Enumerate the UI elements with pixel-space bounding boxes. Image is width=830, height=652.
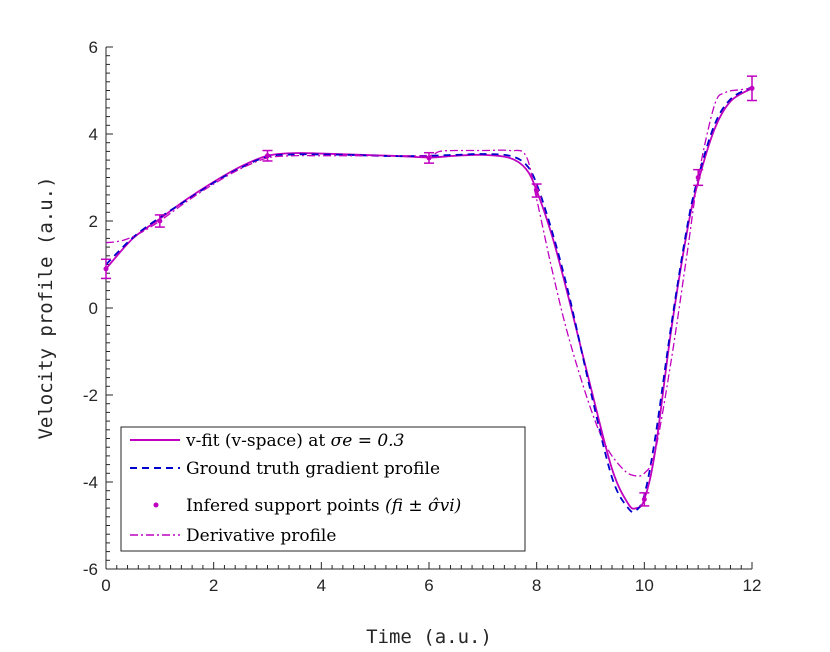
- legend-entry-ground-truth: Ground truth gradient profile: [130, 459, 440, 479]
- legend-label-support-points: Infered support points (fi ± σ̂vi): [186, 496, 461, 516]
- support-point-marker: [695, 175, 701, 180]
- support-point: [693, 168, 704, 187]
- y-tick-label: 2: [89, 212, 98, 231]
- support-point-marker: [749, 85, 755, 91]
- y-tick-label: 4: [89, 125, 98, 144]
- support-point: [424, 151, 434, 164]
- x-tick-label: 2: [209, 576, 218, 595]
- y-tick-label: -2: [83, 386, 98, 405]
- series-line-derivative: [106, 87, 752, 477]
- support-point: [101, 258, 111, 280]
- x-tick-label: 0: [101, 576, 110, 595]
- y-axis-title: Velocity profile (a.u.): [35, 176, 57, 439]
- legend-label-derivative: Derivative profile: [186, 526, 336, 546]
- y-tick-label: 6: [89, 38, 98, 57]
- legend-entry-vfit: v-fit (v-space) at σe = 0.3: [130, 431, 404, 451]
- series-line-ground-truth: [106, 86, 752, 513]
- support-point: [531, 183, 542, 198]
- y-tick-label: 0: [89, 299, 98, 318]
- support-points: [101, 75, 757, 507]
- support-point: [154, 214, 165, 228]
- support-point-marker: [426, 155, 432, 161]
- support-point-marker: [157, 218, 163, 224]
- legend-box: [120, 426, 526, 552]
- x-tick-label: 8: [532, 576, 541, 595]
- x-tick-label: 6: [424, 576, 433, 595]
- support-point: [639, 492, 650, 507]
- y-tick-label: -4: [83, 473, 98, 492]
- legend-entry-support-points: Infered support points (fi ± σ̂vi): [153, 496, 461, 516]
- support-point-marker: [534, 188, 540, 194]
- legend-entry-derivative: Derivative profile: [130, 526, 336, 546]
- support-point-marker: [103, 266, 109, 272]
- x-tick-label: 12: [743, 576, 762, 595]
- legend: v-fit (v-space) at σe = 0.3 Ground truth…: [120, 426, 526, 552]
- legend-swatch-support-points: [153, 502, 159, 508]
- legend-label-ground-truth: Ground truth gradient profile: [186, 459, 440, 479]
- series-lines: [106, 86, 752, 513]
- support-point-marker: [641, 496, 647, 502]
- support-point-marker: [265, 153, 270, 159]
- x-axis-title: Time (a.u.): [366, 626, 492, 648]
- x-tick-label: 4: [317, 576, 326, 595]
- y-tick-label: -6: [83, 560, 98, 579]
- legend-label-vfit: v-fit (v-space) at σe = 0.3: [185, 431, 404, 451]
- x-tick-label: 10: [635, 576, 654, 595]
- tick-labels: 0 2 4 6 8 10 12 -6 -4 -2 0 2 4 6: [83, 38, 762, 595]
- tick-marks: [105, 46, 753, 570]
- support-point: [747, 75, 757, 102]
- support-point: [262, 149, 273, 162]
